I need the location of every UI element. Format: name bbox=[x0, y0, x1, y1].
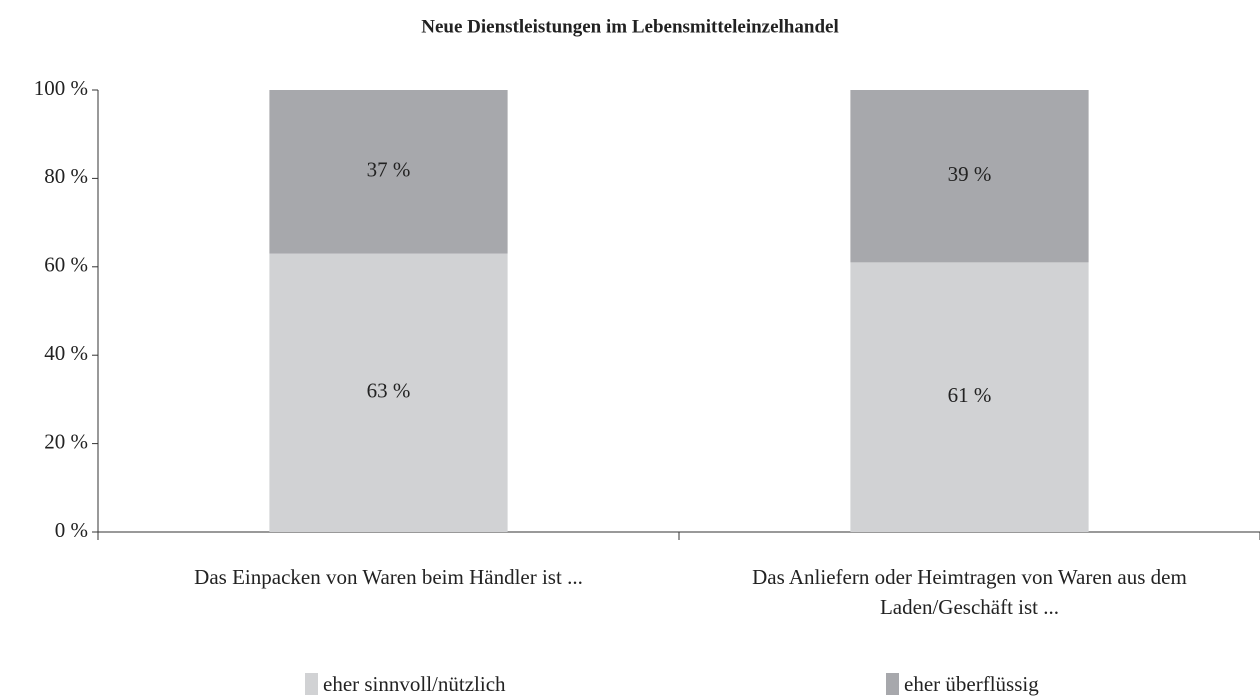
legend-item: eher sinnvoll/nützlich bbox=[305, 672, 506, 697]
legend-swatch bbox=[886, 673, 899, 695]
x-tick-label: Das Einpacken von Waren beim Händler ist… bbox=[194, 565, 583, 589]
legend-label: eher überflüssig bbox=[904, 672, 1039, 696]
data-label: 63 % bbox=[367, 379, 411, 403]
x-tick-label: Das Anliefern oder Heimtragen von Waren … bbox=[752, 565, 1187, 619]
y-tick-label: 80 % bbox=[44, 164, 88, 188]
legend-swatch bbox=[305, 673, 318, 695]
chart-title: Neue Dienstleistungen im Lebensmittelein… bbox=[421, 16, 838, 37]
y-tick-label: 20 % bbox=[44, 429, 88, 453]
y-tick-label: 100 % bbox=[34, 76, 88, 100]
bar-segment bbox=[850, 262, 1089, 532]
y-tick-label: 60 % bbox=[44, 253, 88, 277]
legend-item: eher überflüssig bbox=[886, 672, 1039, 697]
data-label: 37 % bbox=[367, 158, 411, 182]
y-tick-label: 0 % bbox=[55, 518, 88, 542]
legend-label: eher sinnvoll/nützlich bbox=[323, 672, 506, 696]
y-tick-label: 40 % bbox=[44, 341, 88, 365]
bar-segment bbox=[269, 253, 508, 533]
data-label: 61 % bbox=[948, 383, 992, 407]
bar-segment bbox=[850, 90, 1089, 263]
data-label: 39 % bbox=[948, 162, 992, 186]
bar-segment bbox=[269, 90, 508, 254]
